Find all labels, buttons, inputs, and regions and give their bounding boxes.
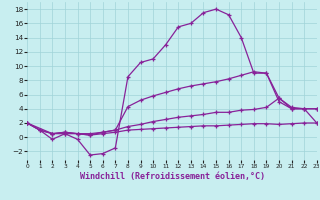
X-axis label: Windchill (Refroidissement éolien,°C): Windchill (Refroidissement éolien,°C): [79, 172, 265, 181]
